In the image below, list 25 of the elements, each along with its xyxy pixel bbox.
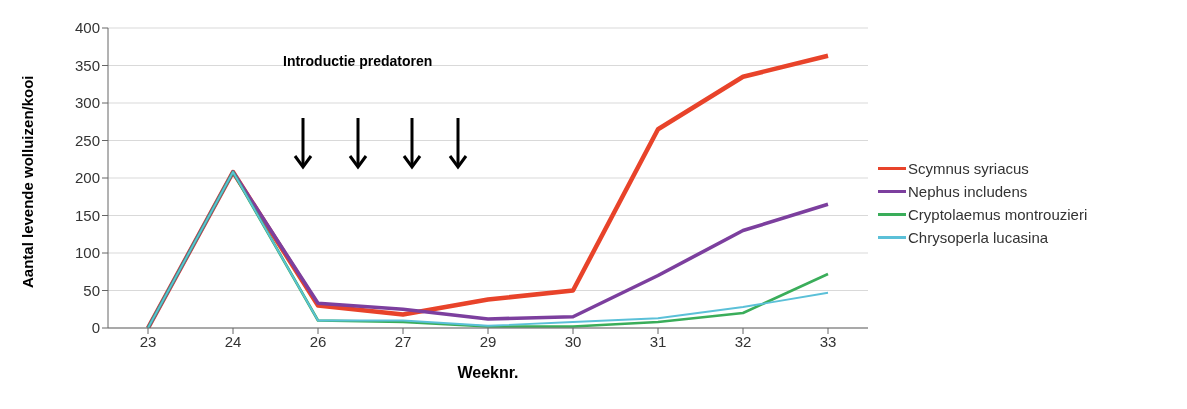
y-tick-label: 0 <box>91 319 100 337</box>
x-tick-label: 32 <box>734 332 752 350</box>
x-tick-label: 29 <box>479 332 497 350</box>
legend-label: Nephus includens <box>908 183 1028 200</box>
annotation: Introductie predatoren <box>283 53 433 69</box>
y-tick-label: 50 <box>83 281 100 299</box>
y-tick-label: 100 <box>74 244 100 262</box>
x-axis-title: Weeknr. <box>457 364 519 381</box>
x-tick-label: 24 <box>224 332 242 350</box>
y-tick-label: 150 <box>74 206 100 224</box>
x-tick-label: 27 <box>394 332 412 350</box>
legend-label: Chrysoperla lucasina <box>908 229 1049 246</box>
x-tick-label: 26 <box>309 332 327 350</box>
x-tick-label: 31 <box>649 332 667 350</box>
y-tick-label: 250 <box>74 131 100 149</box>
y-axis-title: Aantal levende wolluizen/kooi <box>19 75 37 288</box>
y-tick-label: 300 <box>74 94 100 112</box>
y-tick-label: 200 <box>74 169 100 187</box>
y-tick-label: 350 <box>74 56 100 74</box>
x-tick-label: 23 <box>139 332 157 350</box>
legend-label: Scymnus syriacus <box>908 160 1029 177</box>
legend-label: Cryptolaemus montrouzieri <box>908 206 1088 223</box>
y-tick-label: 400 <box>74 19 100 37</box>
x-tick-label: 33 <box>819 332 837 350</box>
x-tick-label: 30 <box>564 332 582 350</box>
